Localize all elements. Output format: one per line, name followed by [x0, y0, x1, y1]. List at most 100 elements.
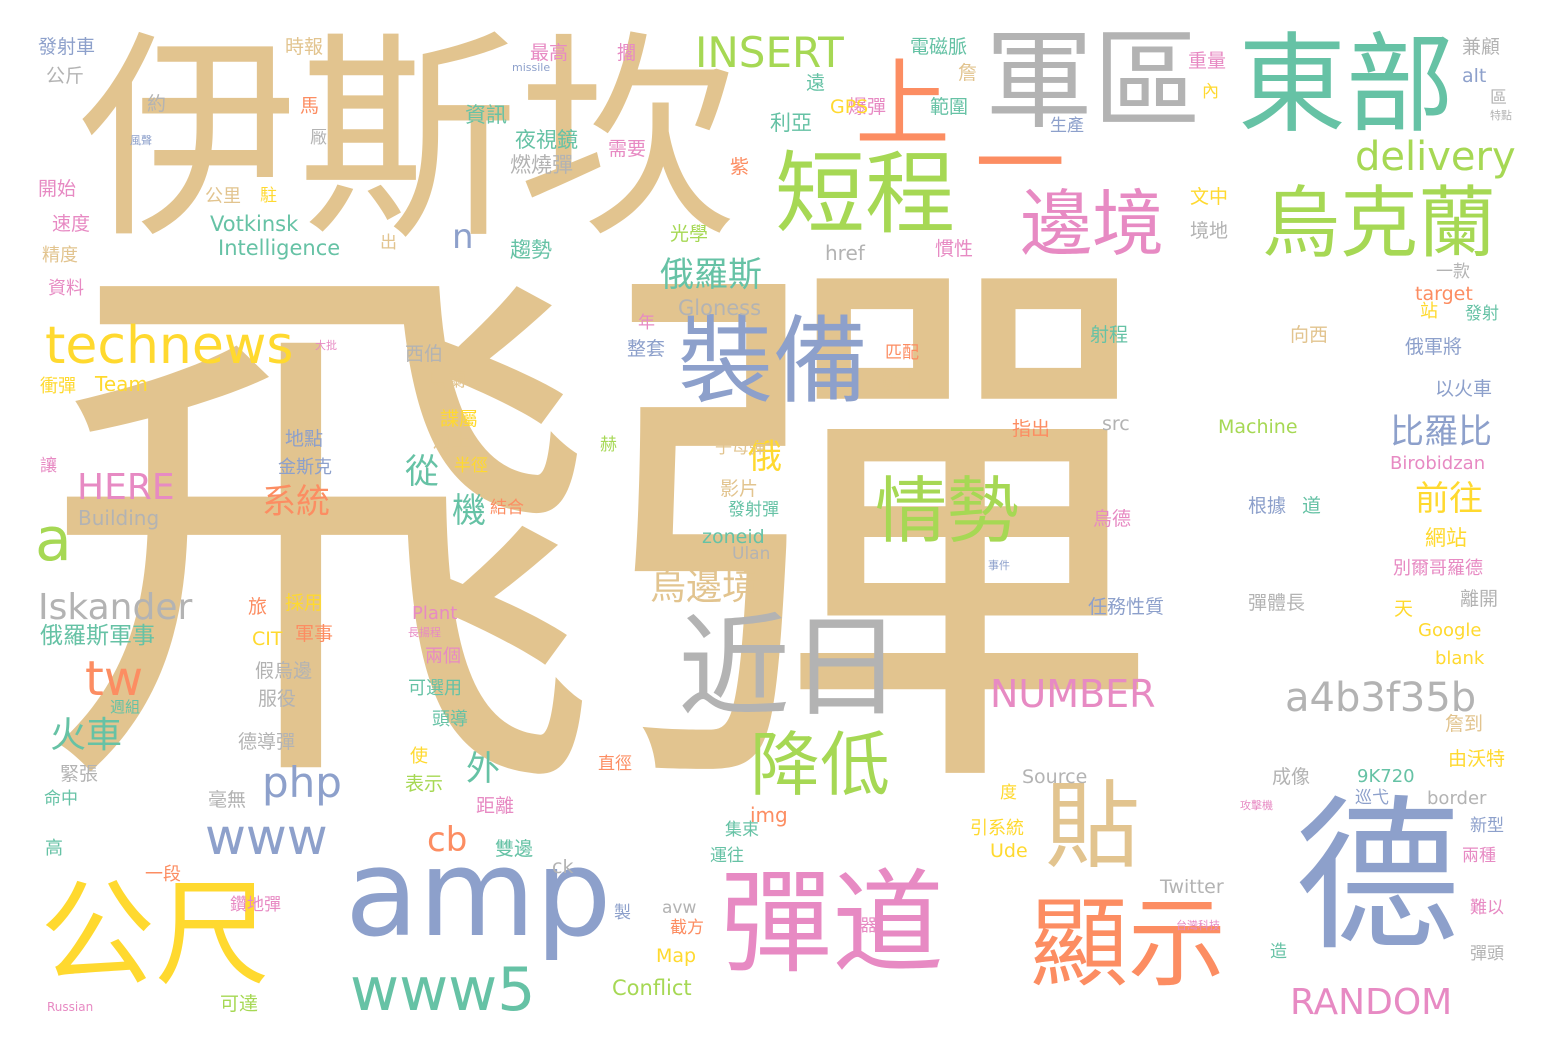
word: 集束: [725, 820, 759, 840]
word: 機: [452, 491, 486, 531]
word: 子母彈: [715, 438, 766, 458]
word: php: [262, 758, 342, 807]
word: missile: [512, 61, 551, 74]
word: 採用: [285, 592, 324, 614]
word: 比羅比: [1390, 412, 1492, 452]
word: 成像: [1272, 766, 1311, 788]
word: NUMBER: [990, 672, 1156, 716]
word: 資訊: [465, 103, 507, 127]
word: Gloness: [678, 296, 762, 320]
word: 飛彈: [40, 209, 1160, 861]
word: 資料: [48, 278, 84, 299]
word: 需要: [608, 138, 647, 160]
word: src: [1102, 413, 1130, 435]
word: 運往: [710, 846, 744, 866]
word: alt: [1462, 65, 1487, 87]
word: 上: [855, 50, 951, 160]
word: 網站: [1425, 526, 1467, 550]
word: 緊張: [60, 763, 99, 785]
word: 駐: [260, 186, 277, 206]
word: 烏克蘭: [1262, 179, 1497, 269]
word: 指出: [1012, 418, 1051, 440]
word: 命中: [44, 789, 78, 809]
word: Votkinsk: [210, 212, 299, 236]
word: 火車: [50, 715, 123, 756]
word: blank: [1435, 648, 1485, 669]
word: 範圍: [930, 96, 969, 118]
word: 引系統: [970, 818, 1024, 839]
word: 專頁: [875, 374, 914, 396]
word: 發射彈: [728, 500, 779, 520]
word: 器: [860, 916, 877, 936]
word: 前往: [1415, 479, 1483, 519]
word: 俄羅斯軍事: [40, 623, 155, 649]
word: 時報: [285, 36, 324, 58]
word: 生產: [1050, 116, 1084, 136]
word: Intelligence: [218, 236, 341, 260]
word: technews: [45, 316, 294, 376]
word: 利亞: [770, 111, 812, 135]
word: 光學: [670, 223, 709, 245]
word: 內: [1202, 82, 1219, 102]
word: 向西: [1290, 324, 1329, 346]
word: 鑽地彈: [230, 895, 281, 915]
word: 表示: [405, 773, 444, 795]
word: 情勢: [875, 469, 1020, 553]
word: 精度: [42, 245, 78, 266]
word: 結合: [490, 498, 524, 518]
word: 夜視鏡: [515, 128, 578, 152]
word: www5: [350, 955, 536, 1025]
word: 公斤: [46, 65, 85, 87]
word: 匹配: [885, 343, 919, 363]
word: 讓: [40, 456, 57, 476]
word: Building: [78, 506, 160, 530]
word: www: [205, 808, 328, 866]
word: 衝彈: [40, 376, 76, 397]
word: 東部: [1238, 23, 1455, 148]
word: 公尺: [40, 868, 271, 1002]
word: 特點: [1490, 109, 1512, 122]
word: n: [452, 217, 474, 257]
word: 電磁脈: [910, 36, 968, 58]
word: 一段: [145, 864, 181, 885]
word: 遠: [806, 72, 826, 94]
word: 一款: [1436, 262, 1470, 282]
word: RANDOM: [1290, 982, 1453, 1023]
word: Birobidzan: [1390, 453, 1486, 474]
word: 德導彈: [238, 731, 296, 753]
word: 風聲: [130, 134, 152, 147]
word: 燃燒彈: [510, 153, 573, 177]
word: 高: [45, 838, 63, 859]
word: 俄羅斯: [660, 255, 762, 295]
word: 擱: [617, 42, 637, 64]
word: 詹到: [1445, 713, 1484, 735]
word: 速度: [52, 213, 91, 235]
word: 天: [1394, 598, 1414, 620]
word: 截方: [670, 918, 704, 938]
word: 趨勢: [510, 238, 552, 262]
word: 彈道: [720, 859, 944, 989]
word: 射程: [1090, 324, 1129, 346]
word: 直徑: [598, 754, 632, 774]
word: 西伯: [405, 343, 444, 365]
word: 新型: [1470, 816, 1504, 836]
word: 顯示: [1030, 887, 1227, 1001]
word: 度: [1000, 783, 1017, 803]
word: Plant: [412, 603, 458, 624]
word: 開始: [38, 178, 77, 200]
word: avw: [662, 898, 697, 918]
word: 境地: [1190, 220, 1229, 242]
word: 根據: [1248, 495, 1287, 517]
word: 兩個: [425, 646, 461, 667]
word: Iskander: [38, 587, 193, 628]
word: 兼顧: [1462, 36, 1501, 58]
word: 烏邊境: [650, 567, 759, 608]
word: delivery: [1355, 134, 1516, 180]
word: Ude: [990, 840, 1028, 862]
word: Twitter: [1160, 876, 1224, 898]
word: 發射: [1465, 304, 1499, 324]
word: 裝備: [678, 307, 869, 417]
word: 烏德: [1093, 508, 1132, 530]
word: 短程: [775, 142, 955, 247]
